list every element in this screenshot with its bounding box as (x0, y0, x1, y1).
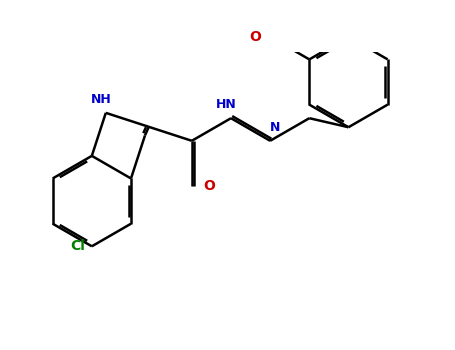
Text: HN: HN (216, 98, 237, 111)
Text: NH: NH (91, 93, 111, 106)
Text: O: O (249, 30, 261, 44)
Text: Cl: Cl (70, 239, 85, 253)
Text: O: O (203, 179, 215, 193)
Text: N: N (269, 121, 280, 134)
